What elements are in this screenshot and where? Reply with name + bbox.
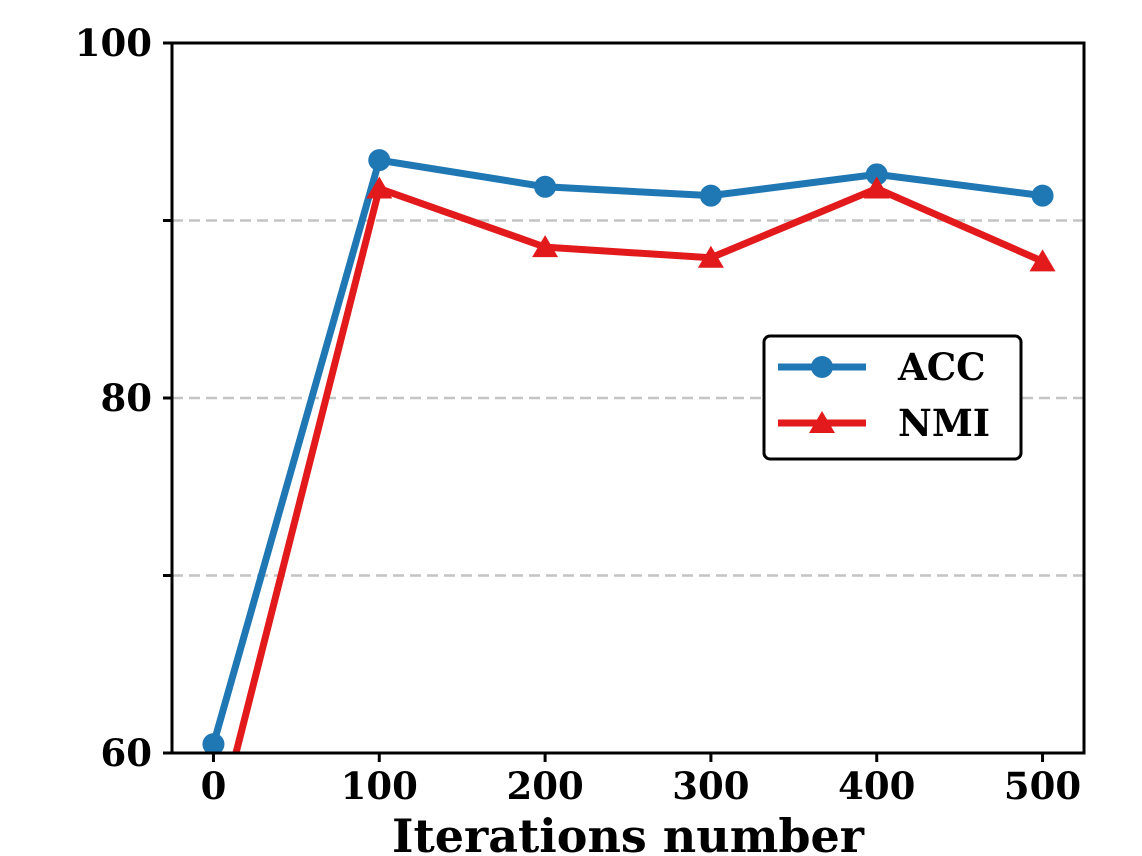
acc-point <box>1031 184 1054 207</box>
x-tick-label: 400 <box>838 764 915 808</box>
acc-point <box>202 733 225 753</box>
acc-point <box>534 175 557 198</box>
legend-acc-label: ACC <box>897 345 986 389</box>
y-tick-label: 60 <box>101 731 153 775</box>
nmi-point <box>1029 249 1056 272</box>
axis-ticks: 60 80 100 0 100 200 300 400 500 <box>75 21 1081 808</box>
acc-point <box>368 149 391 172</box>
acc-point <box>865 163 888 186</box>
x-tick-label: 300 <box>672 764 749 808</box>
nmi-point <box>697 245 724 268</box>
nmi-point <box>366 176 393 199</box>
nmi-point <box>863 176 890 199</box>
nmi-point <box>200 830 226 852</box>
legend: ACC NMI <box>762 334 1023 461</box>
x-axis-title: Iterations number <box>392 809 865 856</box>
x-tick-label: 500 <box>1004 764 1081 808</box>
nmi-point <box>532 235 559 258</box>
series-layer <box>200 149 1056 852</box>
y-tick-label: 80 <box>101 376 153 420</box>
y-tick-label: 100 <box>75 21 152 65</box>
acc-series-line <box>210 156 1043 746</box>
legend-nmi-marker <box>809 411 835 433</box>
x-tick-label: 0 <box>201 764 227 808</box>
acc-point <box>699 184 722 207</box>
legend-nmi-label: NMI <box>898 401 990 445</box>
nmi-series-line <box>232 185 1044 753</box>
x-tick-label: 100 <box>341 764 418 808</box>
legend-acc-marker <box>811 356 833 378</box>
x-tick-label: 200 <box>506 764 583 808</box>
